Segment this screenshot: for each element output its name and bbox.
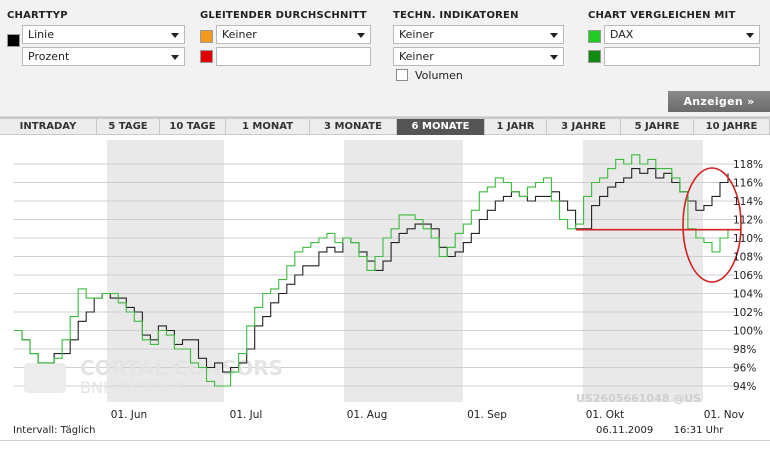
x-tick-label: 01. Jun (111, 409, 147, 421)
tab-1-monat[interactable]: 1 MONAT (226, 119, 310, 135)
chart-scale-select[interactable]: Prozent (22, 47, 185, 66)
y-tick-label: 110% (733, 233, 763, 245)
dax-series-line (14, 154, 729, 387)
y-tick-label: 112% (733, 215, 763, 227)
tab-6-monate[interactable]: 6 MONATE (397, 119, 485, 135)
chevron-down-icon (357, 33, 365, 38)
tab-1-jahr[interactable]: 1 JAHR (485, 119, 547, 135)
chart-type-select[interactable]: Linie (22, 25, 185, 44)
charttyp-color-swatch[interactable] (7, 34, 20, 47)
isin-label: US2605661048 @US (576, 392, 701, 405)
y-tick-label: 94% (733, 381, 756, 393)
y-tick-label: 108% (733, 252, 763, 264)
moving-average-color-swatch[interactable] (200, 30, 213, 43)
indicators-title: TECHN. INDIKATOREN (393, 10, 519, 21)
tab-10-jahre[interactable]: 10 JAHRE (694, 119, 770, 135)
tab-3-jahre[interactable]: 3 JAHRE (547, 119, 621, 135)
indicator-select-2[interactable]: Keiner (393, 47, 564, 66)
compare-input[interactable] (604, 47, 760, 66)
moving-average-select[interactable]: Keiner (216, 25, 371, 44)
tab-5-tage[interactable]: 5 TAGE (97, 119, 160, 135)
tab-intraday[interactable]: INTRADAY (0, 119, 97, 135)
charttyp-title: CHARTTYP (7, 10, 68, 21)
indicator-select-1[interactable]: Keiner (393, 25, 564, 44)
moving-average-select-value: Keiner (222, 28, 257, 41)
compare-select[interactable]: DAX (604, 25, 760, 44)
y-tick-label: 98% (733, 344, 756, 356)
x-tick-label: 01. Jul (230, 409, 263, 421)
moving-average-color-swatch-2[interactable] (200, 50, 213, 63)
x-tick-label: 01. Aug (347, 409, 388, 421)
tab-5-jahre[interactable]: 5 JAHRE (621, 119, 694, 135)
month-band (583, 140, 703, 402)
x-tick-label: 01. Nov (704, 409, 745, 421)
y-tick-label: 102% (733, 307, 763, 319)
y-tick-label: 100% (733, 326, 763, 338)
tab-3-monate[interactable]: 3 MONATE (310, 119, 397, 135)
y-tick-label: 104% (733, 289, 763, 301)
price-chart: CORTAL CONSORS BNP PARIBAS 118% 116% 114% 1… (0, 136, 770, 436)
chart-scale-select-value: Prozent (28, 50, 70, 63)
chevron-down-icon (746, 33, 754, 38)
chevron-down-icon (171, 33, 179, 38)
watermark-subtext: BNP PARIBAS (80, 378, 185, 397)
y-tick-label: 96% (733, 363, 756, 375)
month-band (344, 140, 463, 402)
y-tick-label: 106% (733, 270, 763, 282)
indicator-select-1-value: Keiner (399, 28, 434, 41)
compare-title: CHART VERGLEICHEN MIT (588, 10, 736, 21)
y-tick-label: 116% (733, 178, 763, 190)
compare-select-value: DAX (610, 28, 634, 41)
moving-average-title: GLEITENDER DURCHSCHNITT (200, 10, 367, 21)
chevron-down-icon (171, 55, 179, 60)
bottom-divider (0, 440, 770, 441)
chart-type-select-value: Linie (28, 28, 54, 41)
y-tick-label: 114% (733, 196, 763, 208)
compare-color-swatch[interactable] (588, 30, 601, 43)
compare-color-swatch-2[interactable] (588, 50, 601, 63)
chevron-down-icon (550, 33, 558, 38)
highlight-ellipse (682, 167, 742, 283)
volume-label: Volumen (415, 69, 463, 82)
chart-settings-panel: CHARTTYP Linie Prozent GLEITENDER DURCHS… (0, 0, 770, 117)
y-tick-label: 118% (733, 159, 763, 171)
indicator-select-2-value: Keiner (399, 50, 434, 63)
interval-label: Intervall: Täglich (13, 425, 96, 436)
tab-10-tage[interactable]: 10 TAGE (160, 119, 226, 135)
chart-svg: CORTAL CONSORS BNP PARIBAS 118% 116% 114% 1… (14, 140, 763, 421)
period-tabs: INTRADAY 5 TAGE 10 TAGE 1 MONAT 3 MONATE… (0, 117, 770, 135)
volume-checkbox[interactable] (396, 69, 408, 81)
chevron-down-icon (550, 55, 558, 60)
watermark-text: CORTAL CONSORS (80, 356, 283, 380)
show-button[interactable]: Anzeigen » (668, 91, 770, 112)
x-tick-label: 01. Okt (586, 409, 625, 421)
timestamp: 06.11.2009 16:31 Uhr (596, 425, 723, 436)
x-tick-label: 01. Sep (467, 409, 507, 421)
watermark-logo-icon (24, 363, 66, 393)
timestamp-date: 06.11.2009 (596, 425, 654, 436)
timestamp-time: 16:31 Uhr (673, 425, 724, 436)
moving-average-input[interactable] (216, 47, 371, 66)
